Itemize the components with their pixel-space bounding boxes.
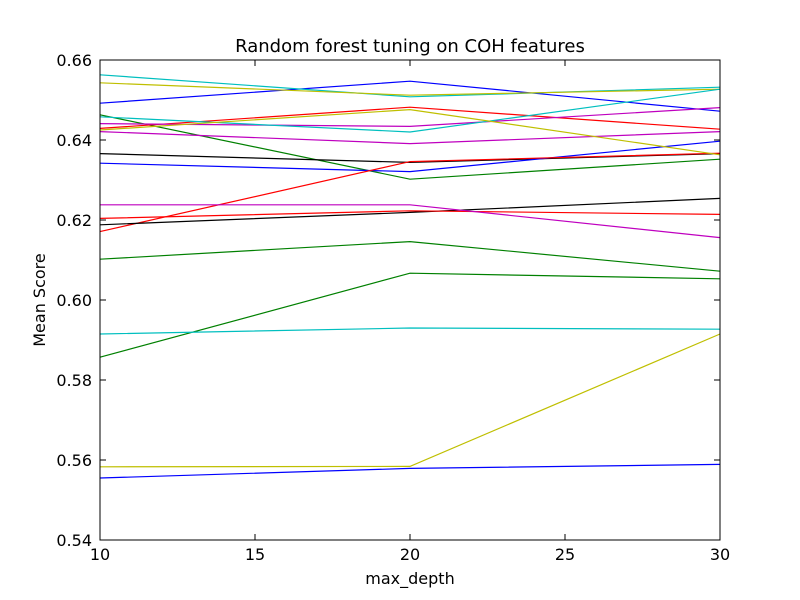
- x-tick-label-2: 15: [245, 545, 265, 564]
- series-line-10: [99, 152, 721, 233]
- series-line-17: [99, 210, 721, 219]
- y-tick-label-4: 0.60: [56, 291, 92, 310]
- series-line-1: [99, 80, 721, 112]
- series-line-20: [99, 333, 721, 468]
- y-tick-label-7: 0.66: [56, 51, 92, 70]
- series-line-6: [99, 82, 721, 96]
- series-line-5: [99, 107, 721, 128]
- y-tick-label-2: 0.56: [56, 451, 92, 470]
- y-tick-label-1: 0.54: [56, 531, 92, 550]
- x-tick-label-3: 20: [400, 545, 420, 564]
- x-tick-label-1: 10: [90, 545, 110, 564]
- series-line-8: [99, 140, 721, 173]
- series-line-13: [99, 108, 721, 156]
- y-tick-label-3: 0.58: [56, 371, 92, 390]
- y-axis-label: Mean Score: [30, 253, 49, 347]
- series-line-11: [99, 88, 721, 133]
- x-axis-label: max_depth: [365, 569, 454, 589]
- series-line-16: [99, 272, 721, 358]
- series-layer: [99, 74, 721, 479]
- x-tick-label-5: 30: [710, 545, 730, 564]
- chart-title: Random forest tuning on COH features: [235, 36, 585, 57]
- y-tick-label-5: 0.62: [56, 211, 92, 230]
- tick-layer: 10 15 20 25 30 0.54 0.56 0.58 0.60 0.62 0.64 0.66: [56, 51, 730, 564]
- series-line-4: [99, 74, 721, 98]
- series-line-9: [99, 240, 721, 272]
- series-line-14: [99, 197, 721, 226]
- x-tick-label-4: 25: [555, 545, 575, 564]
- plot-frame: [99, 59, 721, 541]
- series-line-19: [100, 204, 721, 239]
- series-line-12: [99, 131, 721, 145]
- y-tick-label-6: 0.64: [56, 131, 92, 150]
- series-line-15: [99, 463, 721, 479]
- series-line-2: [99, 114, 721, 180]
- series-line-18: [99, 327, 721, 335]
